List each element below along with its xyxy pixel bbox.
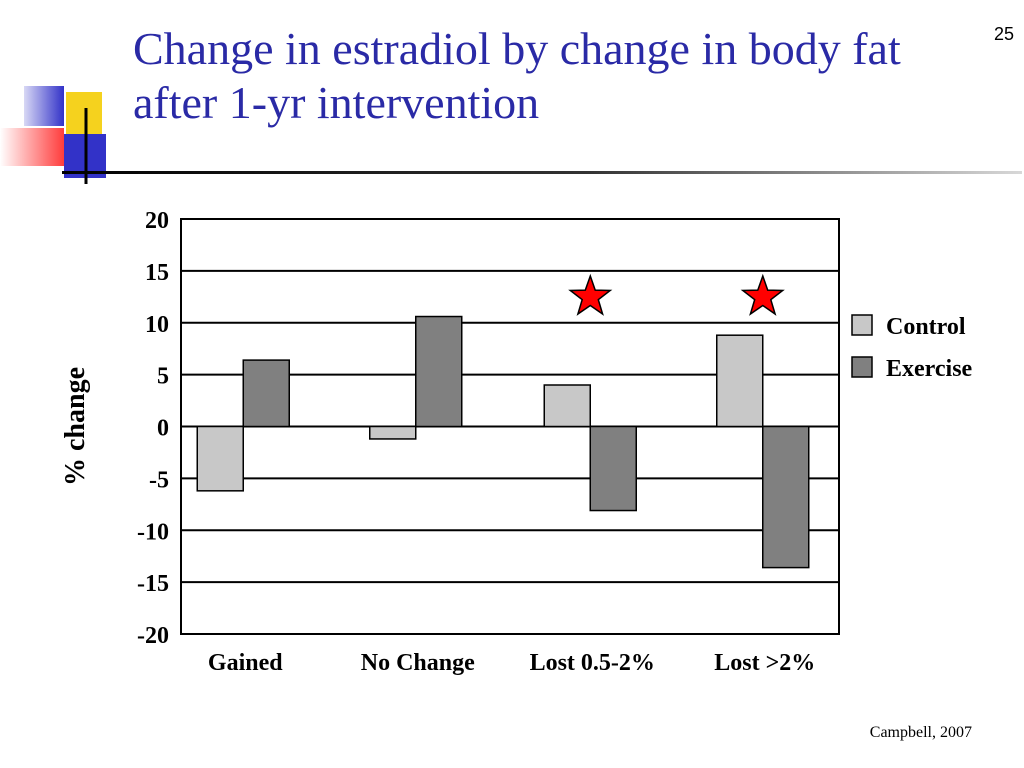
slide-title: Change in estradiol by change in body fa…: [133, 23, 901, 128]
y-axis-label: % change: [60, 367, 91, 486]
y-tick-label: -10: [137, 519, 169, 545]
y-tick-label: -5: [149, 467, 169, 493]
y-tick-label: 10: [145, 312, 169, 338]
bar-exercise: [242, 359, 290, 428]
significance-star-icon: [740, 273, 785, 316]
y-tick-label: 0: [157, 416, 169, 442]
title-underline: [62, 171, 1022, 174]
y-tick-labels: 20 15 10 5 0 -5 -10 -15 -20: [137, 208, 169, 649]
bar-chart: 20 15 10 5 0 -5 -10 -15 -20 Gained No Change Lost …: [60, 208, 973, 676]
decor-red-block: [0, 128, 64, 166]
decor-yellow-block: [66, 92, 102, 136]
legend-label-control: Control: [886, 314, 966, 340]
y-tick-label: 20: [145, 208, 169, 234]
y-tick-label: 5: [157, 364, 169, 390]
x-tick-labels: Gained No Change Lost 0.5-2% Lost >2%: [208, 650, 815, 676]
bar-exercise: [589, 425, 637, 512]
decor-blue-block-top: [24, 86, 64, 126]
bar-control: [543, 384, 591, 428]
y-tick-label: 15: [145, 260, 169, 286]
bar-control: [369, 425, 417, 440]
significance-markers: [568, 273, 785, 316]
x-tick-label: No Change: [361, 650, 475, 676]
legend: Control Exercise: [851, 314, 973, 382]
plot-area-frame: [180, 218, 840, 635]
bar-exercise: [762, 425, 810, 569]
slide-number: 25: [993, 24, 1014, 44]
x-tick-label: Gained: [208, 650, 283, 676]
x-tick-label: Lost 0.5-2%: [530, 650, 655, 676]
x-tick-label: Lost >2%: [714, 650, 815, 676]
bar-exercise: [415, 315, 463, 428]
legend-swatch-control: [851, 314, 873, 336]
bar-control: [196, 425, 244, 492]
title-decoration-graphic: [0, 86, 106, 184]
significance-star-icon: [568, 273, 613, 316]
bars-layer: [196, 315, 810, 569]
y-tick-label: -20: [137, 623, 169, 649]
y-tick-label: -15: [137, 571, 169, 597]
legend-label-exercise: Exercise: [886, 356, 973, 382]
bar-control: [716, 334, 764, 428]
legend-swatch-exercise: [851, 356, 873, 378]
source-citation: Campbell, 2007: [869, 724, 972, 741]
